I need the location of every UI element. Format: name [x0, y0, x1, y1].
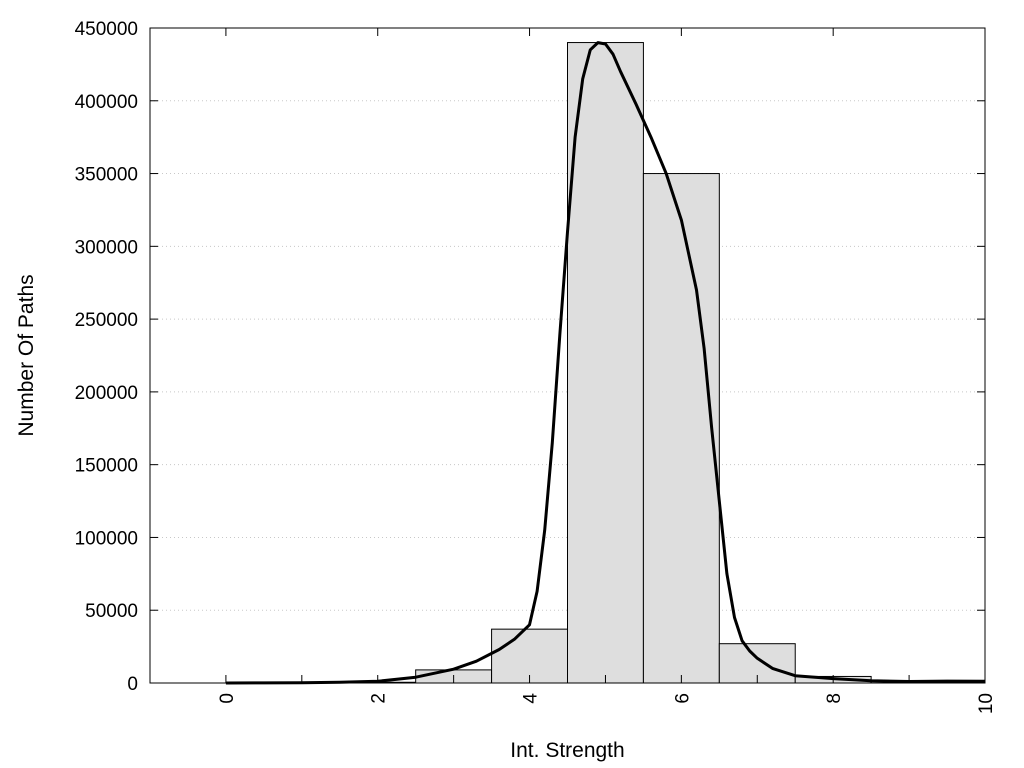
x-tick-label: 2 [369, 693, 390, 704]
x-tick-label: 10 [976, 693, 997, 714]
histogram-bar [642, 173, 720, 684]
y-tick-label: 300000 [75, 237, 138, 258]
fit-curve [225, 41, 986, 685]
y-tick-label: 400000 [75, 92, 138, 113]
y-tick-label: 350000 [75, 165, 138, 186]
y-tick-label: 0 [127, 674, 138, 695]
y-tick-label: 50000 [85, 601, 138, 622]
axis-ticks: 0 50000 100000 150000 200000 250000 300000 3500… [75, 19, 997, 714]
fit-curve-layer [225, 41, 986, 685]
histogram-bars [339, 42, 986, 684]
x-tick-label: 6 [672, 693, 693, 704]
y-tick-label: 450000 [75, 19, 138, 40]
y-tick-label: 150000 [75, 456, 138, 477]
histogram-bar [567, 42, 644, 684]
y-axis-label: Number Of Paths [15, 274, 38, 436]
x-tick-label: 0 [217, 693, 238, 704]
x-axis-label: Int. Strength [510, 739, 624, 762]
y-tick-label: 250000 [75, 310, 138, 331]
x-tick-label: 8 [824, 693, 845, 704]
y-tick-label: 200000 [75, 383, 138, 404]
plot-frame [149, 27, 986, 684]
y-tick-label: 100000 [75, 528, 138, 549]
x-tick-label: 4 [521, 693, 542, 704]
histogram-bar [491, 628, 568, 684]
